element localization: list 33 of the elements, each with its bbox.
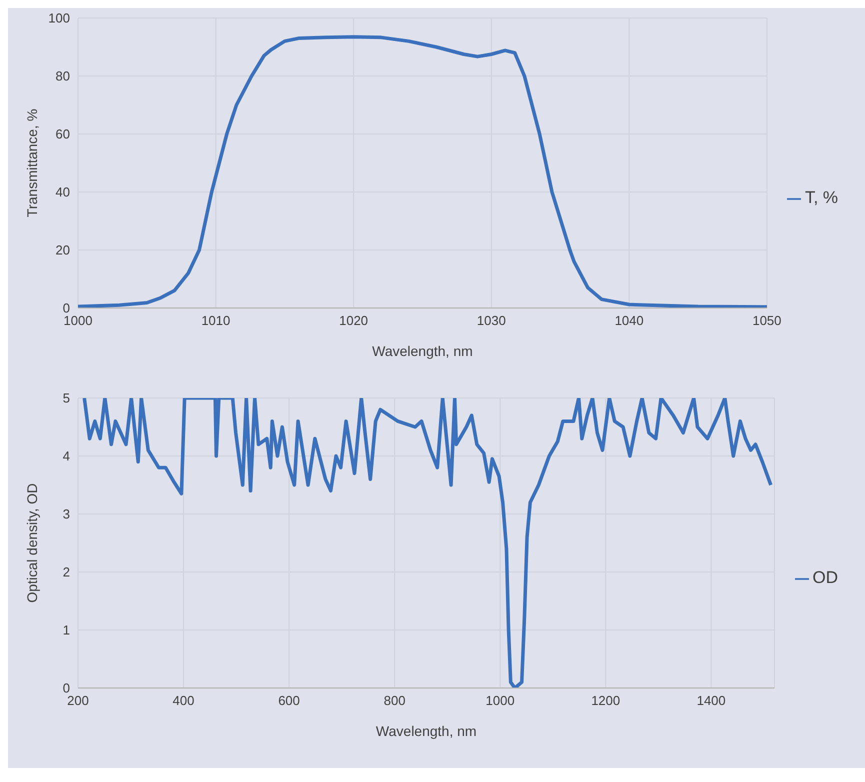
x-tick-label: 1400 xyxy=(696,693,726,708)
y-axis-title: Transmittance, % xyxy=(24,108,40,218)
y-tick-label: 80 xyxy=(56,68,70,84)
y-tick-label: 60 xyxy=(56,126,70,142)
y-tick-label: 40 xyxy=(56,184,70,200)
x-axis-title: Wavelength, nm xyxy=(372,343,473,359)
y-tick-label: 4 xyxy=(62,448,70,464)
y-axis-title: Optical density, OD xyxy=(24,483,40,603)
line-series xyxy=(82,398,773,688)
line-series xyxy=(78,35,767,308)
legend-label: OD xyxy=(812,568,838,587)
y-tick-label: 100 xyxy=(48,10,70,26)
x-tick-label: 1020 xyxy=(339,313,368,328)
y-tick-label: 0 xyxy=(62,680,70,696)
y-tick-label: 5 xyxy=(62,390,70,406)
legend-label: T, % xyxy=(804,188,838,207)
y-tick-label: 3 xyxy=(62,506,70,522)
x-tick-label: 1000 xyxy=(486,693,515,708)
x-tick-label: 1050 xyxy=(752,313,782,328)
x-tick-label: 1010 xyxy=(201,313,230,328)
y-tick-label: 2 xyxy=(62,564,70,580)
x-tick-label: 800 xyxy=(384,693,406,708)
x-axis-title: Wavelength, nm xyxy=(376,723,477,739)
y-tick-label: 1 xyxy=(62,622,70,638)
y-tick-label: 0 xyxy=(62,300,70,316)
x-tick-label: 1000 xyxy=(64,313,92,328)
x-tick-label: 600 xyxy=(278,693,300,708)
x-tick-label: 400 xyxy=(172,693,194,708)
y-tick-label: 20 xyxy=(56,242,70,258)
x-tick-label: 1200 xyxy=(591,693,620,708)
x-tick-label: 200 xyxy=(67,693,89,708)
x-tick-label: 1030 xyxy=(476,313,506,328)
x-tick-label: 1040 xyxy=(614,313,644,328)
